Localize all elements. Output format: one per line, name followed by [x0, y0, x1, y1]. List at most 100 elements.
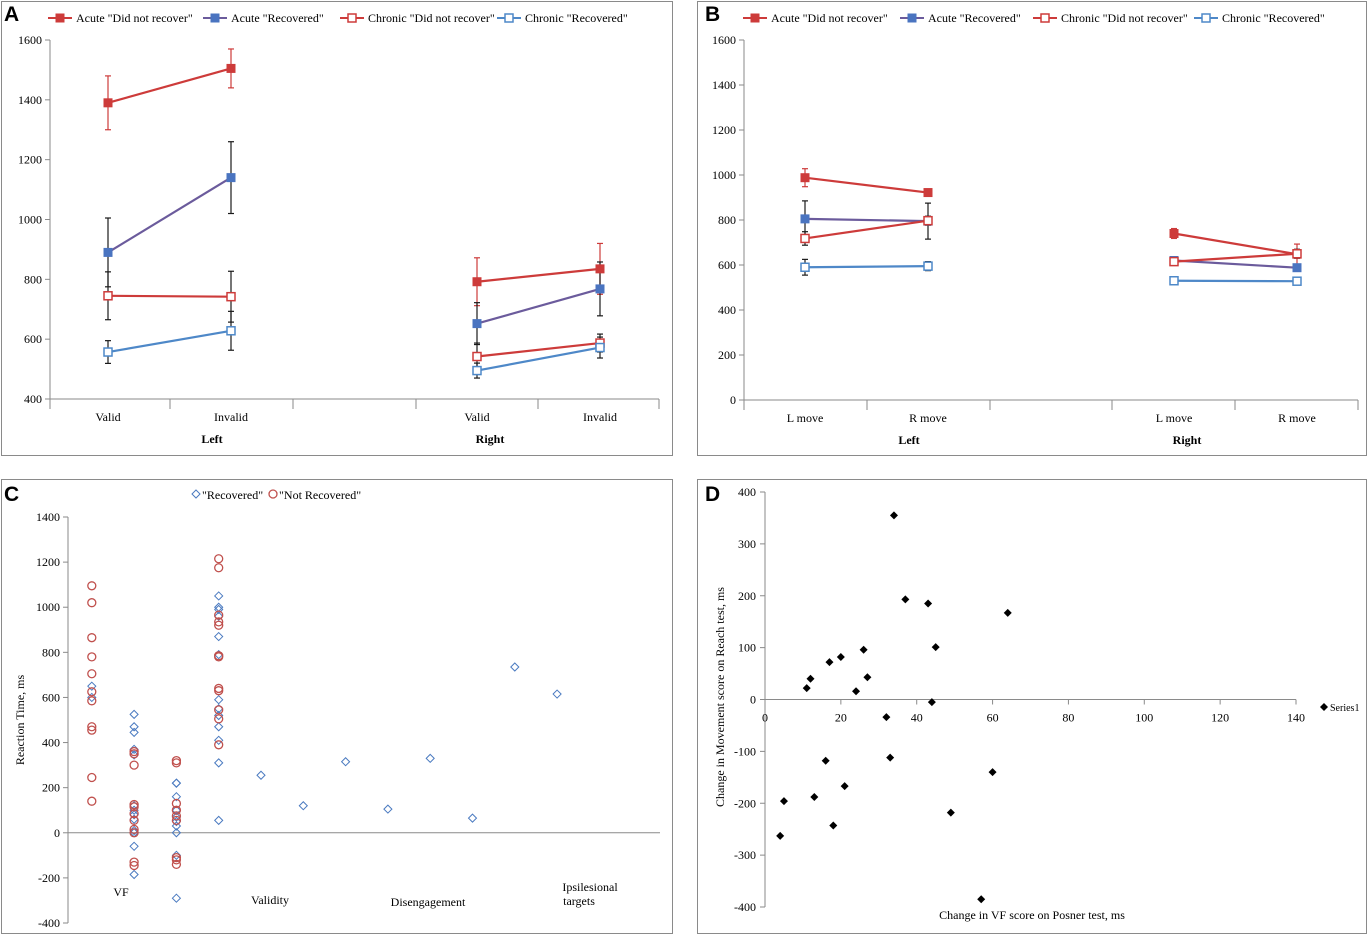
y-tick-label: 1400 — [712, 78, 736, 92]
legend-marker — [347, 13, 357, 23]
data-point — [213, 631, 224, 642]
data-point — [213, 710, 224, 721]
data-point — [552, 689, 562, 699]
data-point — [256, 770, 266, 780]
legend-marker — [907, 13, 917, 23]
series-line — [804, 265, 929, 269]
y-tick-label: 400 — [718, 303, 736, 317]
data-point — [472, 277, 482, 287]
data-point — [214, 620, 224, 630]
legend-label: "Recovered" — [202, 488, 263, 502]
x-tick-label: 140 — [1287, 711, 1305, 725]
y-tick-label: 100 — [738, 641, 756, 655]
data-point — [800, 233, 810, 244]
y-tick-label: 400 — [24, 392, 42, 406]
data-point — [510, 662, 520, 672]
x-tick-label: L move — [1156, 411, 1193, 425]
data-point — [171, 816, 182, 827]
group-label: Left — [898, 433, 919, 447]
x-tick-label: R move — [1278, 411, 1316, 425]
data-point — [946, 808, 955, 817]
data-point — [595, 284, 605, 294]
data-point — [829, 821, 838, 830]
data-point — [1292, 276, 1302, 286]
data-point — [214, 686, 224, 696]
legend-label: Acute "Did not recover" — [771, 11, 888, 25]
data-point — [171, 815, 182, 826]
data-point — [923, 215, 933, 226]
data-point — [129, 760, 139, 770]
data-point — [214, 617, 224, 627]
y-tick-label: 600 — [24, 332, 42, 346]
legend-label: Acute "Recovered" — [928, 11, 1021, 25]
data-point — [171, 778, 182, 788]
data-point — [836, 652, 845, 661]
x-tick-label: 80 — [1062, 711, 1074, 725]
data-point — [87, 725, 97, 735]
data-point — [129, 815, 139, 826]
data-point — [923, 188, 933, 198]
y-axis-title: Change in Movement score on Reach test, … — [713, 587, 727, 807]
series-line — [1173, 232, 1298, 256]
data-point — [213, 604, 224, 615]
data-point — [383, 804, 393, 814]
data-point — [776, 831, 785, 840]
data-point — [87, 581, 97, 591]
y-tick-label: 1600 — [18, 33, 42, 47]
x-tick-label: 20 — [835, 711, 847, 725]
data-point — [595, 264, 605, 274]
data-point — [213, 758, 224, 768]
data-point — [226, 326, 236, 336]
legend-label: Acute "Did not recover" — [76, 11, 193, 25]
panel-label-c: C — [4, 483, 20, 506]
data-point — [87, 687, 97, 697]
y-tick-label: 800 — [42, 645, 60, 659]
data-point — [87, 772, 97, 783]
y-tick-label: 400 — [738, 485, 756, 499]
y-tick-label: 300 — [738, 537, 756, 551]
legend-label: Chronic "Did not recover" — [368, 11, 495, 25]
y-tick-label: 200 — [718, 348, 736, 362]
series-line — [107, 176, 232, 254]
data-point — [1169, 256, 1179, 267]
legend-label: Chronic "Recovered" — [525, 11, 628, 25]
data-point — [800, 214, 810, 224]
data-point — [129, 857, 139, 867]
data-point — [779, 797, 788, 806]
data-point — [298, 801, 309, 811]
data-point — [129, 808, 139, 819]
legend-label: Series1 — [1330, 703, 1359, 714]
data-point — [806, 674, 815, 683]
x-tick-label: 60 — [987, 711, 999, 725]
data-point — [840, 782, 849, 791]
y-tick-label: 600 — [42, 690, 60, 704]
data-point — [103, 291, 113, 301]
data-point — [129, 810, 139, 820]
y-tick-label: -300 — [734, 848, 756, 862]
y-tick-label: 200 — [42, 781, 60, 795]
legend-marker — [1320, 703, 1328, 711]
y-tick-label: 200 — [738, 589, 756, 603]
y-tick-label: 0 — [750, 693, 756, 707]
data-point — [859, 645, 868, 654]
y-tick-label: 1200 — [712, 123, 736, 137]
y-tick-label: 1000 — [18, 213, 42, 227]
y-tick-label: 1200 — [36, 555, 60, 569]
data-point — [171, 758, 182, 768]
data-point — [340, 757, 351, 767]
panel-c — [1, 479, 673, 934]
data-point — [882, 713, 891, 722]
data-point — [800, 173, 810, 183]
data-point — [87, 598, 97, 608]
x-tick-label: Valid — [464, 410, 489, 424]
data-point — [901, 595, 910, 604]
data-point — [825, 658, 834, 667]
data-point — [171, 778, 182, 788]
data-point — [87, 669, 97, 679]
data-point — [988, 768, 997, 777]
data-point — [1169, 229, 1179, 238]
data-point — [213, 694, 224, 705]
category-label: Ipsilesional — [562, 880, 618, 894]
data-point — [129, 860, 139, 871]
data-point — [472, 351, 482, 362]
